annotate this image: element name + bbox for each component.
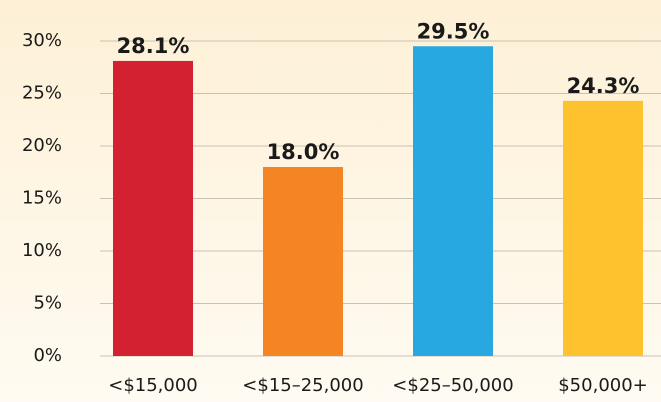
x-tick-label: <$25–50,000 xyxy=(392,375,513,396)
data-label: 18.0% xyxy=(267,140,340,164)
bar xyxy=(563,100,643,356)
y-tick-label: 30% xyxy=(22,30,62,51)
bar xyxy=(113,60,193,356)
y-tick-label: 15% xyxy=(22,188,62,209)
x-tick-label: <$15,000 xyxy=(108,375,198,396)
data-label: 28.1% xyxy=(117,34,190,58)
y-tick-label: 0% xyxy=(33,345,62,366)
bar xyxy=(263,167,343,356)
x-tick-label: $50,000+ xyxy=(558,375,648,396)
x-tick-label: <$15–25,000 xyxy=(242,375,363,396)
bar xyxy=(413,46,493,356)
y-tick-label: 10% xyxy=(22,240,62,261)
y-tick-label: 5% xyxy=(33,293,62,314)
data-label: 24.3% xyxy=(567,74,640,98)
y-tick-label: 25% xyxy=(22,83,62,104)
y-tick-label: 20% xyxy=(22,135,62,156)
data-label: 29.5% xyxy=(417,19,490,43)
